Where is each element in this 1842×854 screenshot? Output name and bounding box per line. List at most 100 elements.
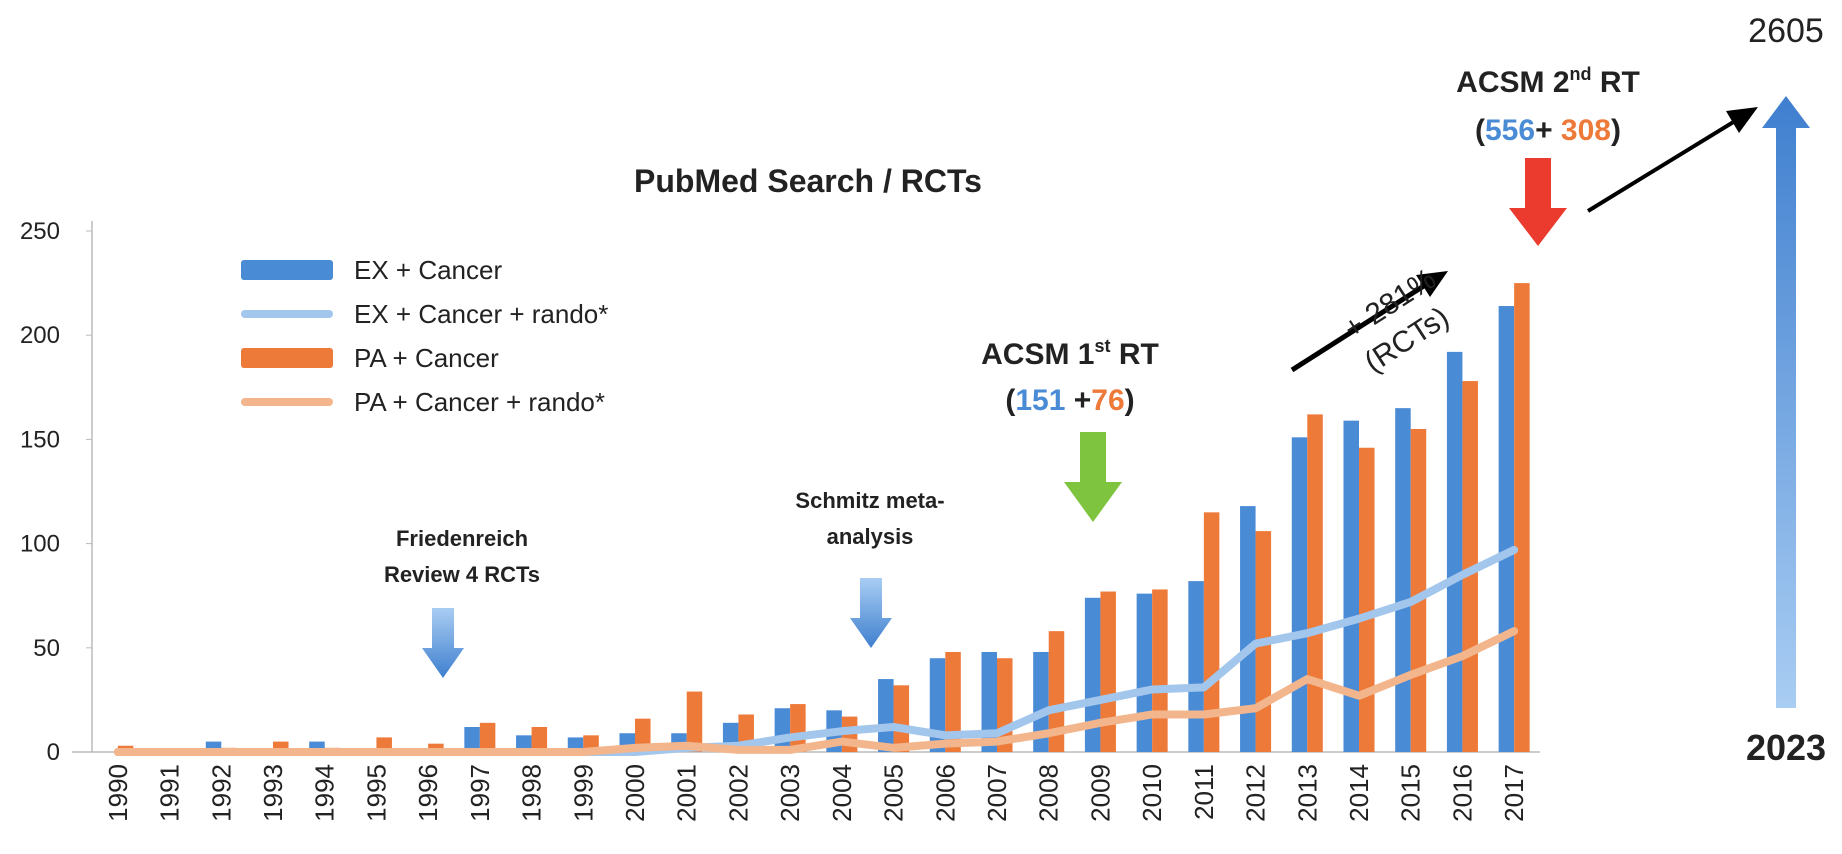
x-tick-label: 2009 [1085, 764, 1115, 822]
annotation-part: + [1065, 384, 1091, 417]
bar [1240, 506, 1256, 752]
x-tick-label: 2008 [1034, 764, 1064, 822]
bar [1359, 447, 1375, 752]
x-tick-label: 2005 [879, 764, 909, 822]
projection-arrow [1762, 96, 1810, 708]
legend-swatch [241, 260, 333, 280]
bar [981, 651, 997, 752]
y-tick-label: 250 [20, 218, 60, 245]
x-tick-label: 2010 [1137, 764, 1167, 822]
x-tick-label: 1994 [310, 764, 340, 822]
x-tick-label: 2016 [1447, 764, 1477, 822]
y-tick-label: 150 [20, 426, 60, 453]
annotation-part: ACSM 1 [981, 338, 1094, 371]
annotation: (151 +76) [1005, 384, 1134, 417]
x-tick-label: 1995 [361, 764, 391, 822]
x-tick-label: 2017 [1499, 764, 1529, 822]
x-tick-label: 2000 [620, 764, 650, 822]
arrow [850, 578, 892, 648]
annotation-part: RT [1111, 338, 1159, 371]
annotation-part: ) [1611, 114, 1621, 147]
bar [1498, 306, 1515, 752]
legend-label: PA + Cancer [354, 343, 499, 373]
annotation-part: + [1535, 114, 1561, 147]
x-tick-label: 1991 [155, 764, 185, 822]
bar [1188, 581, 1204, 752]
x-tick-label: 2003 [775, 764, 805, 822]
annotation-part: ( [1005, 384, 1015, 417]
annotation-part: 308 [1561, 114, 1611, 147]
bar [1203, 512, 1220, 752]
x-tick-label: 2006 [930, 764, 960, 822]
y-tick-label: 50 [33, 635, 60, 662]
annotation: analysis [827, 524, 914, 549]
bar [1395, 408, 1411, 752]
arrow [422, 608, 464, 678]
bar [309, 741, 325, 752]
bar [464, 726, 480, 752]
bar [479, 722, 496, 752]
bar [945, 651, 961, 752]
annotation-part: 76 [1091, 384, 1124, 417]
x-tick-label: 2002 [723, 764, 753, 822]
trend-arrow [1586, 116, 1742, 213]
x-tick-label: 1992 [206, 764, 236, 822]
x-tick-label: 1999 [568, 764, 598, 822]
annotation: 2023 [1746, 727, 1826, 768]
plot: 0 50 100 150 200 250 1990 1991 1992 1993 1994 1995 1… [20, 218, 1540, 822]
legend-label: EX + Cancer + rando* [354, 299, 608, 329]
annotation-part: ACSM 2 [1456, 66, 1569, 99]
x-tick-label: 1993 [258, 764, 288, 822]
bar [1136, 593, 1153, 752]
annotation-sup: nd [1570, 64, 1592, 84]
x-tick-label: 1998 [517, 764, 547, 822]
bar [774, 708, 791, 752]
bar [1410, 428, 1427, 752]
bar [1100, 591, 1116, 752]
bar [1514, 283, 1530, 752]
line [113, 627, 1519, 756]
y-tick-label: 200 [20, 322, 60, 349]
arrow-head [1726, 107, 1758, 133]
arrow [1064, 432, 1122, 522]
bar [1307, 414, 1323, 752]
x-tick-label: 2015 [1396, 764, 1426, 822]
bar [1291, 437, 1308, 752]
chart-title: PubMed Search / RCTs [634, 163, 982, 199]
bar [1033, 651, 1049, 752]
bar [1446, 351, 1463, 752]
legend-label: PA + Cancer + rando* [354, 387, 605, 417]
annotation-part: RT [1592, 66, 1640, 99]
annotation-sup: st [1095, 336, 1111, 356]
x-tick-label: 2004 [827, 764, 857, 822]
bar [1084, 597, 1101, 752]
x-tick-label: 2012 [1241, 764, 1271, 822]
bar [878, 679, 894, 752]
annotation: Schmitz meta- [795, 488, 944, 513]
bar [686, 691, 703, 752]
y-tick-label: 0 [47, 739, 60, 766]
bar [205, 741, 222, 752]
bar [531, 726, 548, 752]
annotation-part: ( [1475, 114, 1485, 147]
bar [428, 743, 444, 752]
bar [273, 741, 289, 752]
bar [516, 735, 532, 752]
bar [893, 685, 910, 752]
annotation: ACSM 1st RT [981, 336, 1159, 371]
annotation: (556+ 308) [1475, 114, 1621, 147]
y-tick-label: 100 [20, 531, 60, 558]
bar [1048, 631, 1065, 752]
legend-swatch [241, 348, 333, 368]
legend-label: EX + Cancer [354, 255, 502, 285]
x-tick-label: 1996 [413, 764, 443, 822]
x-tick-label: 2001 [672, 764, 702, 822]
arrow [1509, 158, 1567, 246]
annotation: 2605 [1748, 12, 1824, 50]
bar [929, 658, 946, 752]
annotation: Review 4 RCTs [384, 562, 540, 587]
arrow-head [1416, 271, 1448, 297]
x-tick-label: 2014 [1344, 764, 1374, 822]
annotation-part: ) [1125, 384, 1135, 417]
trend-arrow [1290, 279, 1432, 373]
